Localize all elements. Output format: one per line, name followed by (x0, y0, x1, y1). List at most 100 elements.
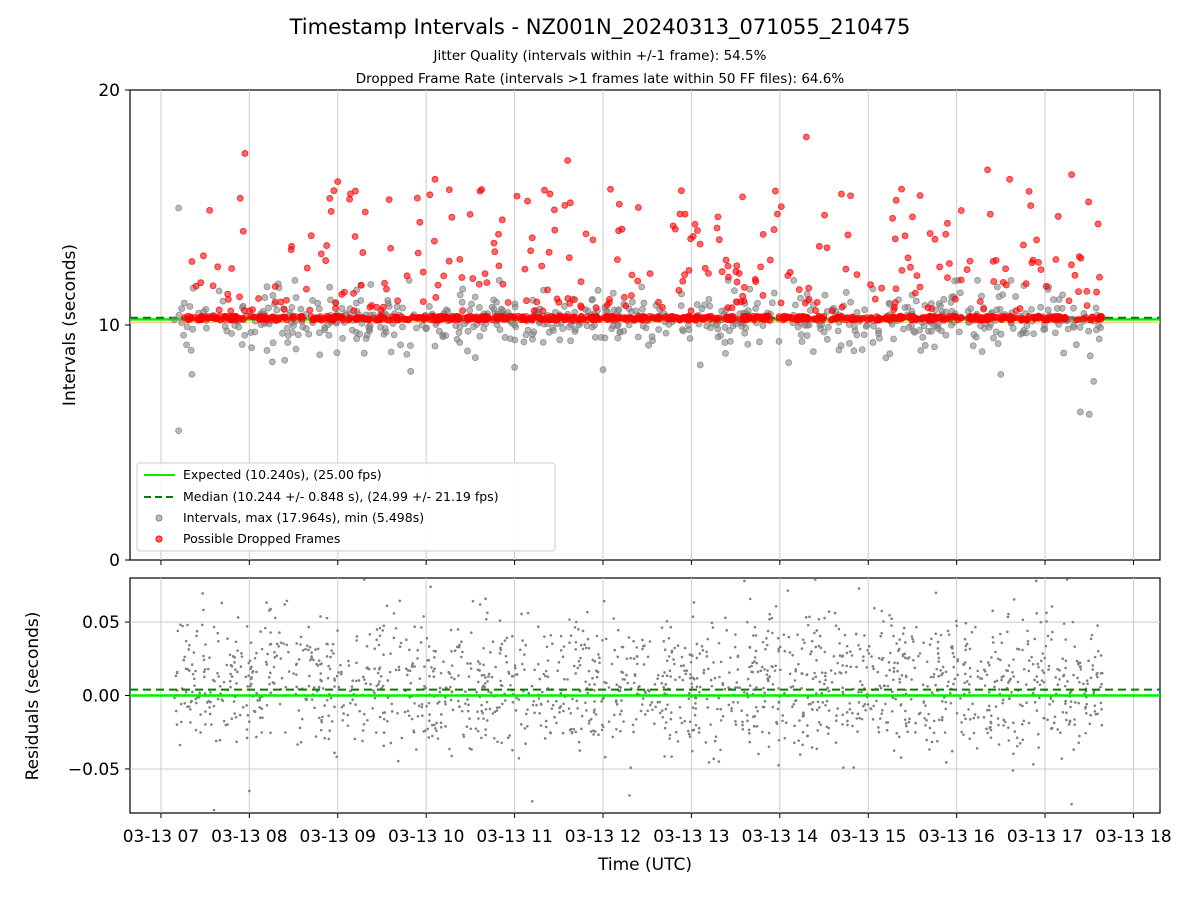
residual-point (962, 733, 965, 736)
residual-point (690, 685, 694, 689)
residual-point (591, 676, 594, 680)
residual-point (428, 713, 431, 716)
residual-point (278, 702, 282, 706)
residual-point (904, 722, 908, 725)
residual-point (1090, 633, 1094, 637)
dropped-frame-point (541, 186, 548, 194)
residual-point (944, 707, 948, 711)
dropped-frame-point (722, 256, 730, 264)
residual-point (233, 661, 236, 664)
interval-point (1064, 325, 1072, 333)
dropped-frame-point (504, 299, 512, 306)
residual-point (745, 713, 749, 717)
interval-point (316, 329, 323, 337)
residual-point (323, 704, 327, 707)
residual-point (638, 685, 641, 688)
residual-point (826, 686, 830, 690)
dropped-frame-point (566, 299, 574, 307)
residual-point (220, 601, 224, 605)
residual-point (972, 716, 976, 720)
residual-point (269, 691, 273, 695)
residual-point (457, 674, 460, 677)
residual-point (843, 633, 847, 637)
dropped-frame-point (357, 281, 365, 289)
residual-point (950, 645, 954, 648)
residual-point (851, 724, 854, 728)
residual-point (394, 626, 398, 630)
dropped-frame-point (483, 315, 490, 323)
residual-point (265, 601, 268, 604)
residual-point (326, 676, 330, 680)
residual-point (755, 686, 758, 689)
dropped-frame-point (475, 280, 483, 288)
residual-point (695, 656, 699, 660)
residual-point (1039, 620, 1043, 624)
residual-point (1021, 618, 1025, 622)
residual-point (944, 670, 948, 674)
residual-point (689, 673, 692, 676)
residual-point (704, 741, 708, 744)
residual-point (963, 637, 967, 641)
residual-point (736, 686, 739, 689)
interval-point (1050, 296, 1057, 304)
dropped-frame-point (892, 196, 900, 204)
dropped-frame-point (416, 218, 424, 226)
residual-point (579, 643, 583, 647)
residual-point (972, 731, 976, 735)
interval-point (231, 322, 239, 329)
residual-point (413, 625, 416, 629)
chart-subtitle-dropped: Dropped Frame Rate (intervals >1 frames … (355, 71, 845, 87)
residual-point (398, 645, 402, 649)
residual-point (236, 670, 239, 674)
residual-point (943, 731, 947, 734)
dropped-frame-point (332, 299, 339, 307)
interval-point (480, 325, 488, 332)
time-x-ticks: 03-13 07 03-13 08 03-13 09 03-13 10 03-13 11… (123, 560, 1172, 847)
y-tick-label: 0 (109, 551, 120, 571)
dropped-frame-point (523, 297, 530, 305)
dropped-frame-point (332, 304, 339, 312)
residual-point (820, 671, 824, 674)
residual-point (888, 651, 892, 655)
residual-point (351, 679, 354, 682)
residual-point (784, 721, 788, 725)
residual-point (236, 649, 239, 652)
dropped-frame-point (439, 312, 447, 320)
residual-point (245, 625, 249, 628)
dropped-frame-point (777, 299, 785, 307)
residual-point (907, 720, 911, 724)
residual-point (956, 673, 960, 677)
residual-point (555, 699, 558, 703)
residual-point (1002, 718, 1006, 722)
residual-point (542, 672, 545, 676)
residual-point (878, 684, 882, 688)
residual-point (248, 789, 251, 793)
residual-point (328, 729, 331, 732)
residual-point (834, 741, 838, 744)
interval-point (360, 349, 368, 357)
residual-point (860, 717, 864, 721)
residual-point (1085, 679, 1089, 682)
residual-point (688, 653, 692, 656)
residual-point (273, 656, 277, 659)
residual-point (1085, 711, 1088, 715)
residual-point (226, 637, 229, 640)
residual-point (753, 625, 757, 629)
residual-point (1091, 668, 1094, 671)
residual-point (718, 675, 721, 679)
interval-point (970, 331, 978, 338)
residual-point (725, 629, 729, 632)
residual-point (678, 705, 682, 709)
interval-point (835, 346, 843, 354)
interval-point (291, 276, 299, 284)
residual-point (816, 729, 820, 732)
interval-point (803, 332, 811, 339)
dropped-frame-point (490, 239, 498, 247)
residual-point (1096, 624, 1099, 627)
interval-point (452, 322, 460, 330)
residual-point (697, 731, 701, 734)
interval-point (999, 291, 1007, 299)
dropped-frame-point (892, 285, 900, 293)
residual-point (620, 670, 623, 674)
residual-point (597, 653, 600, 656)
